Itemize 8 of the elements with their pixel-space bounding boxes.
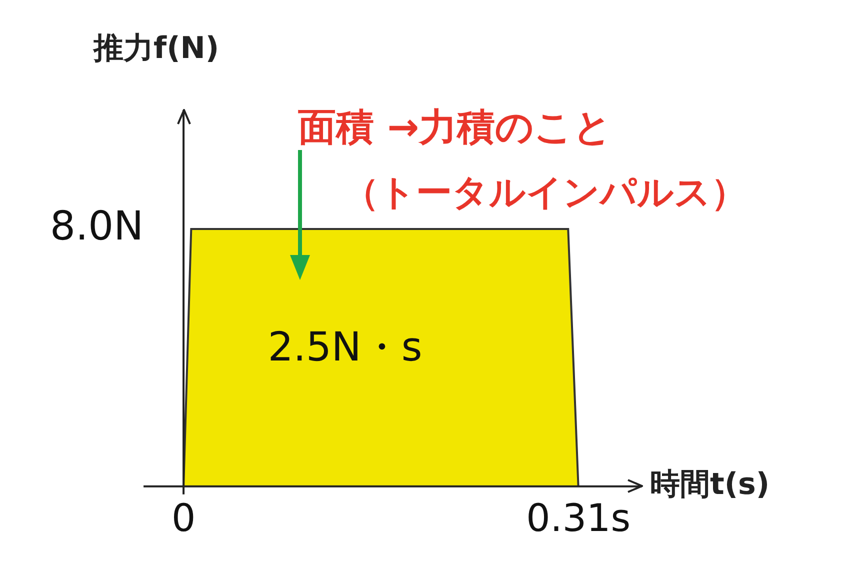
x-tick-label: 0 <box>171 496 196 540</box>
annotation: 2.5N・s <box>268 324 422 370</box>
y-axis-title: 推力f(N) <box>92 30 220 66</box>
x-axis-title: 時間t(s) <box>650 467 770 502</box>
annotation: 面積 →力積のこと <box>298 104 612 149</box>
x-tick-label: 0.31s <box>526 496 631 540</box>
annotation: （トータルインパルス） <box>343 172 747 214</box>
y-tick-label: 8.0N <box>50 203 144 250</box>
